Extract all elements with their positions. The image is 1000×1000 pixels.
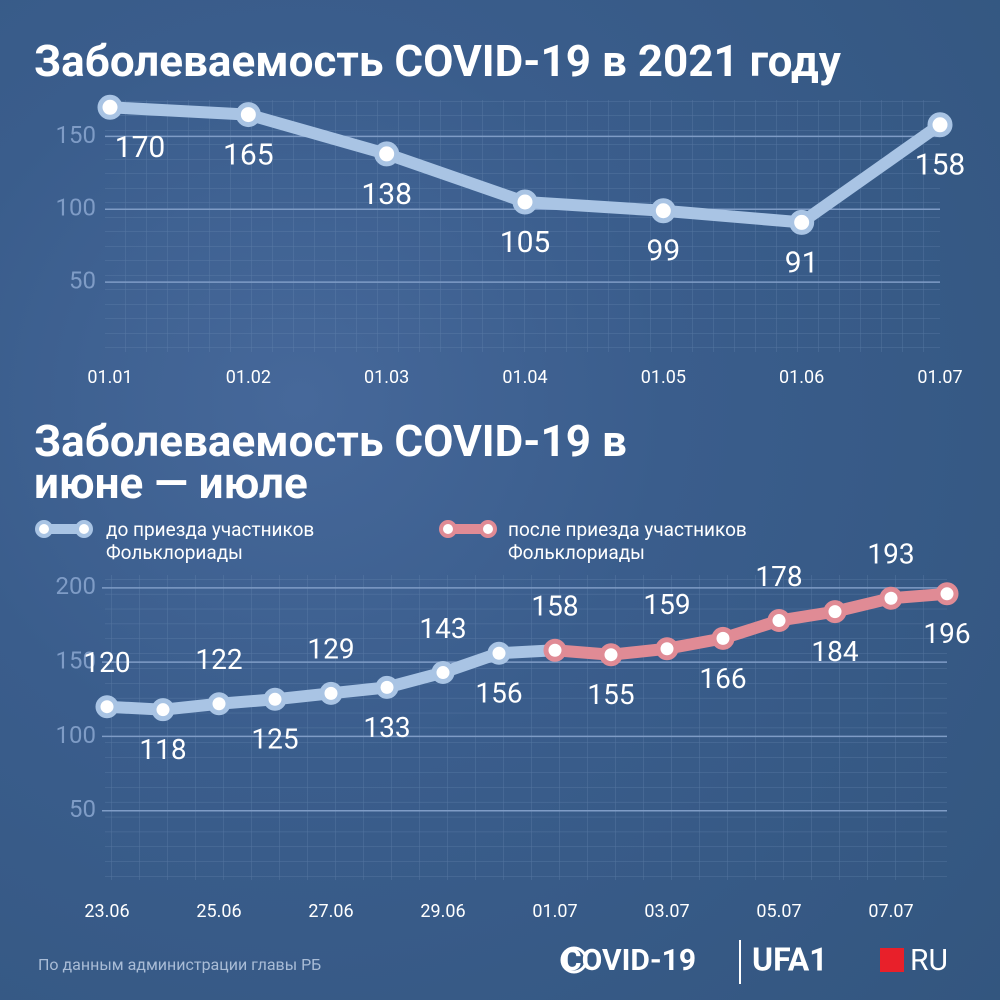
plot-area [105,575,947,880]
x-tick-label: 07.07 [868,901,913,922]
data-point [927,112,953,138]
data-point [235,102,261,128]
data-point [431,661,455,685]
data-point [543,638,567,662]
data-label: 165 [223,137,274,172]
data-label: 105 [500,225,551,260]
data-label: 156 [475,677,522,710]
data-label: 143 [419,612,466,645]
data-label: 193 [867,538,914,571]
data-label: 129 [307,633,354,666]
x-tick-label: 01.05 [641,367,686,388]
data-point [823,600,847,624]
x-tick-label: 01.01 [87,367,132,388]
data-point [655,637,679,661]
y-tick-label: 150 [56,121,96,149]
data-label: 120 [83,646,130,679]
data-point [151,698,175,722]
data-label: 166 [699,662,746,695]
data-label: 155 [587,678,634,711]
data-point [711,626,735,650]
legend-label: до приезда участников Фольклориады [106,518,315,564]
legend-marker [75,520,93,538]
logo-ru: RU [910,943,948,978]
data-label: 125 [251,723,298,756]
legend-marker [479,520,497,538]
x-tick-label: 01.03 [364,367,409,388]
chart-title: Заболеваемость COVID-19 в 2021 году [34,35,841,87]
data-point [374,141,400,167]
data-point [207,692,231,716]
legend-label: после приезда участников Фольклориады [508,518,747,564]
data-label: 122 [195,643,242,676]
x-tick-label: 05.07 [756,901,801,922]
data-label: 170 [115,130,166,165]
data-point [512,189,538,215]
data-point [95,695,119,719]
data-label: 184 [811,635,858,668]
logo-square [880,948,904,972]
x-tick-label: 01.02 [226,367,271,388]
data-point [650,198,676,224]
x-tick-label: 01.07 [532,901,577,922]
x-tick-label: 29.06 [420,901,465,922]
data-label: 158 [531,590,578,623]
virus-icon [560,946,588,974]
data-label: 99 [646,234,680,269]
data-point [879,586,903,610]
x-tick-label: 23.06 [84,901,129,922]
data-point [599,643,623,667]
source: По данным администрации главы РБ [38,955,321,974]
data-point [375,675,399,699]
legend-marker [35,520,53,538]
chart-title: Заболеваемость COVID-19 в июне — июле [34,415,627,509]
y-tick-label: 150 [56,646,96,674]
logo-covid: COVID-19 [562,943,696,978]
x-tick-label: 27.06 [308,901,353,922]
logo: COVID-19 UFA1 RU [560,940,948,984]
logo-ufa: UFA1 [752,940,828,978]
data-point [487,641,511,665]
x-tick-label: 25.06 [196,901,241,922]
x-tick-label: 03.07 [644,901,689,922]
data-label: 196 [923,617,970,650]
data-label: 118 [139,733,186,766]
data-label: 133 [363,711,410,744]
data-point [263,687,287,711]
x-tick-label: 01.06 [779,367,824,388]
data-point [935,582,959,606]
data-point [319,681,343,705]
y-tick-label: 100 [56,721,96,749]
data-label: 158 [915,148,966,183]
data-label: 138 [361,177,412,212]
x-tick-label: 01.07 [917,367,962,388]
y-tick-label: 50 [69,266,96,294]
data-label: 91 [785,245,819,280]
data-point [97,94,123,120]
y-tick-label: 50 [69,795,96,823]
data-point [789,209,815,235]
data-label: 159 [643,588,690,621]
data-label: 178 [755,560,802,593]
y-tick-label: 100 [56,194,96,222]
y-tick-label: 200 [56,572,96,600]
x-tick-label: 01.04 [502,367,547,388]
legend-marker [439,520,457,538]
data-point [767,609,791,633]
